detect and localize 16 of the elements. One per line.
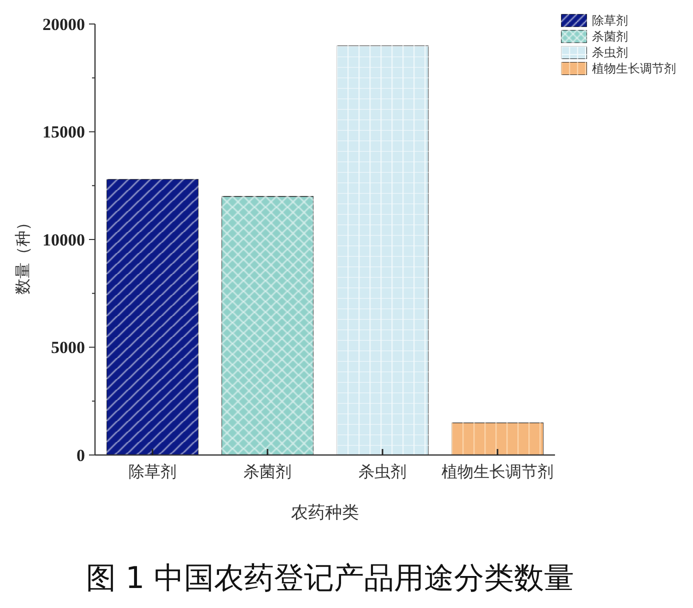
legend-label: 杀虫剂 [592, 46, 628, 60]
y-tick-label: 20000 [42, 14, 85, 34]
legend-label: 除草剂 [592, 14, 628, 28]
y-tick-label: 5000 [51, 338, 85, 358]
y-tick-label: 10000 [42, 230, 85, 250]
x-tick-label: 杀虫剂 [358, 463, 406, 481]
x-tick-label: 杀菌剂 [244, 463, 292, 481]
y-tick-label: 15000 [42, 122, 85, 142]
x-tick-label: 除草剂 [128, 463, 176, 481]
y-tick-label: 0 [76, 446, 85, 465]
legend-label: 杀菌剂 [592, 30, 628, 44]
x-axis-title: 农药种类 [291, 503, 359, 522]
text: 图 1 中国农药登记产品用途分类数量 [86, 561, 574, 596]
y-axis-title: 数量（种） [14, 214, 32, 294]
legend-label: 植物生长调节剂 [592, 62, 676, 76]
x-tick-label: 植物生长调节剂 [442, 463, 554, 481]
